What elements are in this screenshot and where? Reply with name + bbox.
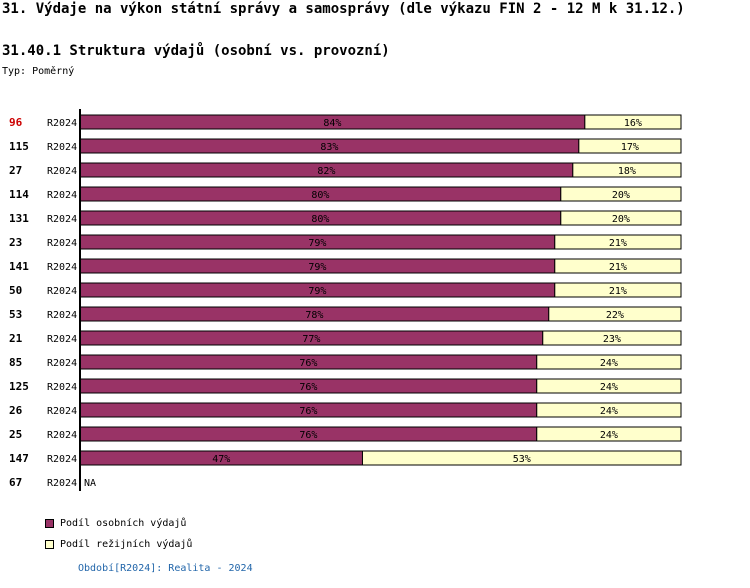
category-id-label: 114 <box>9 188 29 201</box>
bar-operating <box>554 282 682 298</box>
data-label-operating: 24% <box>600 382 618 393</box>
category-period-label: R2024 <box>47 238 77 249</box>
category-period-label: R2024 <box>47 262 77 273</box>
category-id-label: 147 <box>9 452 29 465</box>
data-label-operating: 24% <box>600 358 618 369</box>
bar-operating <box>542 330 682 346</box>
data-label-personnel: 76% <box>299 382 317 393</box>
bar-operating <box>536 354 682 370</box>
category-period-label: R2024 <box>47 214 77 225</box>
category-period-label: R2024 <box>47 406 77 417</box>
bar-operating <box>584 114 682 130</box>
data-label-personnel: 84% <box>323 118 341 129</box>
data-label-operating: 21% <box>609 286 627 297</box>
page-title: 31. Výdaje na výkon státní správy a samo… <box>2 1 685 17</box>
category-period-label: R2024 <box>47 118 77 129</box>
chart-type-label: Typ: Poměrný <box>2 66 75 77</box>
data-label-operating: 21% <box>609 238 627 249</box>
legend-label-personnel: Podíl osobních výdajů <box>60 518 187 529</box>
category-period-label: R2024 <box>47 430 77 441</box>
category-id-label: 26 <box>9 404 23 417</box>
legend-item-personnel: Podíl osobních výdajů <box>45 518 186 529</box>
data-label-operating: 21% <box>609 262 627 273</box>
data-label-personnel: 83% <box>320 142 338 153</box>
data-label-personnel: 76% <box>299 406 317 417</box>
category-id-label: 67 <box>9 476 22 489</box>
category-id-label: 21 <box>9 332 23 345</box>
period-footer: Období[R2024]: Realita - 2024 <box>78 563 253 574</box>
category-id-label: 125 <box>9 380 29 393</box>
bar-operating <box>554 258 682 274</box>
data-label-operating: 18% <box>618 166 636 177</box>
data-label-operating: 16% <box>624 118 642 129</box>
category-period-label: R2024 <box>47 286 77 297</box>
category-period-label: R2024 <box>47 190 77 201</box>
data-label-operating: 53% <box>513 454 531 465</box>
bar-operating <box>554 234 682 250</box>
data-label-operating: 20% <box>612 214 630 225</box>
category-id-label: 50 <box>9 284 22 297</box>
category-period-label: R2024 <box>47 382 77 393</box>
data-label-personnel: 79% <box>308 286 326 297</box>
bar-operating <box>536 378 682 394</box>
data-label-operating: 24% <box>600 430 618 441</box>
chart-title: 31.40.1 Struktura výdajů (osobní vs. pro… <box>2 43 390 59</box>
data-label-personnel: 78% <box>305 310 323 321</box>
stacked-bar-chart: 96 R2024 84% 16% 115 R2024 83% 17% 27 R2024 82% 18%… <box>9 109 682 491</box>
data-label-personnel: 77% <box>302 334 320 345</box>
bar-operating <box>560 186 682 202</box>
legend-swatch-personnel <box>45 518 54 528</box>
bar-operating <box>536 402 682 418</box>
data-label-personnel: 80% <box>311 214 329 225</box>
bar-operating <box>560 210 682 226</box>
na-label: NA <box>84 478 96 489</box>
category-id-label: 141 <box>9 260 29 273</box>
data-label-operating: 20% <box>612 190 630 201</box>
category-id-label: 53 <box>9 308 22 321</box>
category-id-label: 131 <box>9 212 29 225</box>
data-label-operating: 22% <box>606 310 624 321</box>
category-period-label: R2024 <box>47 166 77 177</box>
data-label-operating: 23% <box>603 334 621 345</box>
data-label-personnel: 79% <box>308 238 326 249</box>
category-id-label: 23 <box>9 236 22 249</box>
category-period-label: R2024 <box>47 142 77 153</box>
data-label-personnel: 76% <box>299 430 317 441</box>
category-id-label: 115 <box>9 140 29 153</box>
category-period-label: R2024 <box>47 454 77 465</box>
category-id-label: 85 <box>9 356 22 369</box>
category-period-label: R2024 <box>47 310 77 321</box>
bar-operating <box>536 426 682 442</box>
category-id-label: 27 <box>9 164 22 177</box>
data-label-operating: 24% <box>600 406 618 417</box>
category-period-label: R2024 <box>47 478 77 489</box>
data-label-personnel: 80% <box>311 190 329 201</box>
category-id-label: 96 <box>9 116 23 129</box>
data-label-operating: 17% <box>621 142 639 153</box>
category-period-label: R2024 <box>47 334 77 345</box>
category-id-label: 25 <box>9 428 22 441</box>
data-label-personnel: 76% <box>299 358 317 369</box>
data-label-personnel: 79% <box>308 262 326 273</box>
bar-operating <box>572 162 682 178</box>
bar-operating <box>548 306 682 322</box>
data-label-personnel: 47% <box>212 454 230 465</box>
legend-label-operating: Podíl režijních výdajů <box>60 539 193 550</box>
category-period-label: R2024 <box>47 358 77 369</box>
bar-operating <box>578 138 682 154</box>
legend-swatch-operating <box>45 539 54 549</box>
data-label-personnel: 82% <box>317 166 335 177</box>
bar-operating <box>361 450 682 466</box>
legend-item-operating: Podíl režijních výdajů <box>45 539 192 550</box>
